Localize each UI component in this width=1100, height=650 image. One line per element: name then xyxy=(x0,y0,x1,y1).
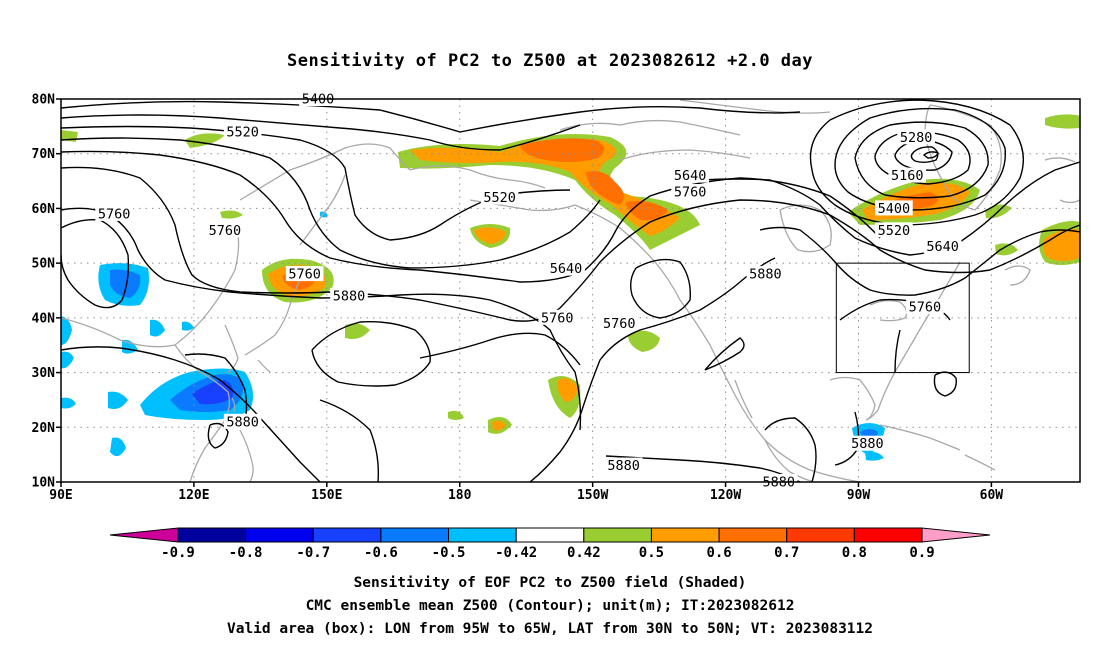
figure-title: Sensitivity of PC2 to Z500 at 2023082612… xyxy=(286,51,813,71)
contour-label: 5760 xyxy=(541,310,574,326)
contour-label: 5760 xyxy=(603,316,636,332)
lon-label: 90W xyxy=(847,488,871,503)
contour-label: 5880 xyxy=(607,458,640,474)
contour-label: 5880 xyxy=(851,436,884,452)
colorbar-segment xyxy=(448,527,517,543)
contour-label-bg xyxy=(897,129,935,145)
contour-label-bg xyxy=(538,309,577,325)
contour-label: 5280 xyxy=(900,130,933,146)
contour-label-bg xyxy=(480,189,519,205)
colorbar-label: -0.42 xyxy=(495,545,537,561)
contour-label-bg xyxy=(888,167,927,183)
colorbar-label: -0.9 xyxy=(161,545,195,561)
lon-label: 150W xyxy=(577,488,608,503)
colorbar-segment xyxy=(515,527,585,543)
lat-label: 70N xyxy=(32,147,56,162)
contour-label: 5760 xyxy=(288,267,321,283)
contour-label-bg xyxy=(223,123,262,139)
lon-label: 60W xyxy=(980,488,1004,503)
contour-label: 5640 xyxy=(926,239,959,255)
sensitivity-shading xyxy=(61,114,1080,461)
colorbar-label: 0.8 xyxy=(842,545,867,561)
contour-label-bg xyxy=(671,167,709,183)
colorbar-label: 0.42 xyxy=(567,545,601,561)
contour-label-bg xyxy=(547,260,585,276)
colorbar-segment xyxy=(786,527,855,543)
contour-label-bg xyxy=(875,200,913,216)
colorbar-label: 0.7 xyxy=(774,545,799,561)
lon-label: 120E xyxy=(178,488,209,503)
contour-label: 5160 xyxy=(891,168,924,184)
colorbar-segment xyxy=(177,527,247,543)
lat-label: 50N xyxy=(32,257,56,272)
colorbar-segment xyxy=(245,527,314,543)
lat-label: 60N xyxy=(32,202,56,217)
colorbar-label: -0.6 xyxy=(364,545,398,561)
contour-label-bg xyxy=(746,266,785,282)
colorbar-label: 0.6 xyxy=(706,545,731,561)
caption-line-1: Sensitivity of EOF PC2 to Z500 field (Sh… xyxy=(353,575,747,591)
contour-label: 5640 xyxy=(674,168,707,184)
lat-label: 10N xyxy=(32,476,56,491)
colorbar-segment xyxy=(583,527,652,543)
colorbar-segment xyxy=(650,527,720,543)
colorbar-segment xyxy=(853,527,923,543)
contour-label-bg xyxy=(285,266,324,282)
contour-label-bg xyxy=(923,238,962,254)
contour-label-bg xyxy=(600,315,639,331)
contour-label: 5760 xyxy=(909,299,942,315)
lon-label: 150E xyxy=(311,488,342,503)
contour-label: 5520 xyxy=(226,124,259,140)
contour-label: 5400 xyxy=(878,201,911,217)
colorbar-label: -0.5 xyxy=(432,545,466,561)
lon-label: 120W xyxy=(710,488,741,503)
contour-label: 5640 xyxy=(550,261,583,277)
contour-label-bg xyxy=(671,184,709,200)
colorbar-segment xyxy=(380,527,450,543)
colorbar-label: -0.8 xyxy=(229,545,263,561)
colorbar-label: 0.9 xyxy=(909,545,934,561)
contour-label-bg xyxy=(95,205,133,221)
contour-label: 5880 xyxy=(226,414,259,430)
contour-label-bg xyxy=(223,413,262,429)
contour-label-bg xyxy=(206,222,244,238)
colorbar-label: 0.5 xyxy=(639,545,664,561)
contour-label: 5880 xyxy=(749,267,782,283)
contour-labels: 5400552057605760576058805880552056405760… xyxy=(95,91,962,491)
caption-line-2: CMC ensemble mean Z500 (Contour); unit(m… xyxy=(305,598,795,614)
lat-label: 20N xyxy=(32,421,56,436)
contour-label-bg xyxy=(330,287,368,303)
colorbar-segment xyxy=(718,527,788,543)
colorbar: -0.9 -0.8 -0.7 -0.6 -0.5 -0.42 0.42 0.5 0.6 0.7 0.… xyxy=(109,527,991,561)
contour-label: 5760 xyxy=(674,185,707,201)
valid-area-box xyxy=(835,262,970,374)
lat-label: 80N xyxy=(32,93,56,108)
colorbar-over-triangle xyxy=(921,527,991,543)
lat-label: 30N xyxy=(32,366,56,381)
lon-label: 90E xyxy=(49,488,72,503)
colorbar-segment xyxy=(312,527,382,543)
coastlines xyxy=(61,99,1080,482)
contour-label: 5760 xyxy=(98,206,131,222)
lon-label: 180 xyxy=(448,488,472,503)
contour-label: 5520 xyxy=(878,223,911,239)
contour-label-bg xyxy=(875,222,913,238)
contour-label: 5760 xyxy=(209,223,242,239)
contour-label-bg xyxy=(604,457,643,473)
contour-label-bg xyxy=(906,298,944,314)
lat-label: 40N xyxy=(32,311,56,326)
contour-label-bg xyxy=(848,435,887,451)
caption-line-3: Valid area (box): LON from 95W to 65W, L… xyxy=(226,621,873,637)
contour-label: 5520 xyxy=(483,190,516,206)
map-frame xyxy=(60,98,1081,483)
colorbar-label: -0.7 xyxy=(296,545,330,561)
colorbar-under-triangle xyxy=(109,527,179,543)
contour-label: 5880 xyxy=(333,288,366,304)
